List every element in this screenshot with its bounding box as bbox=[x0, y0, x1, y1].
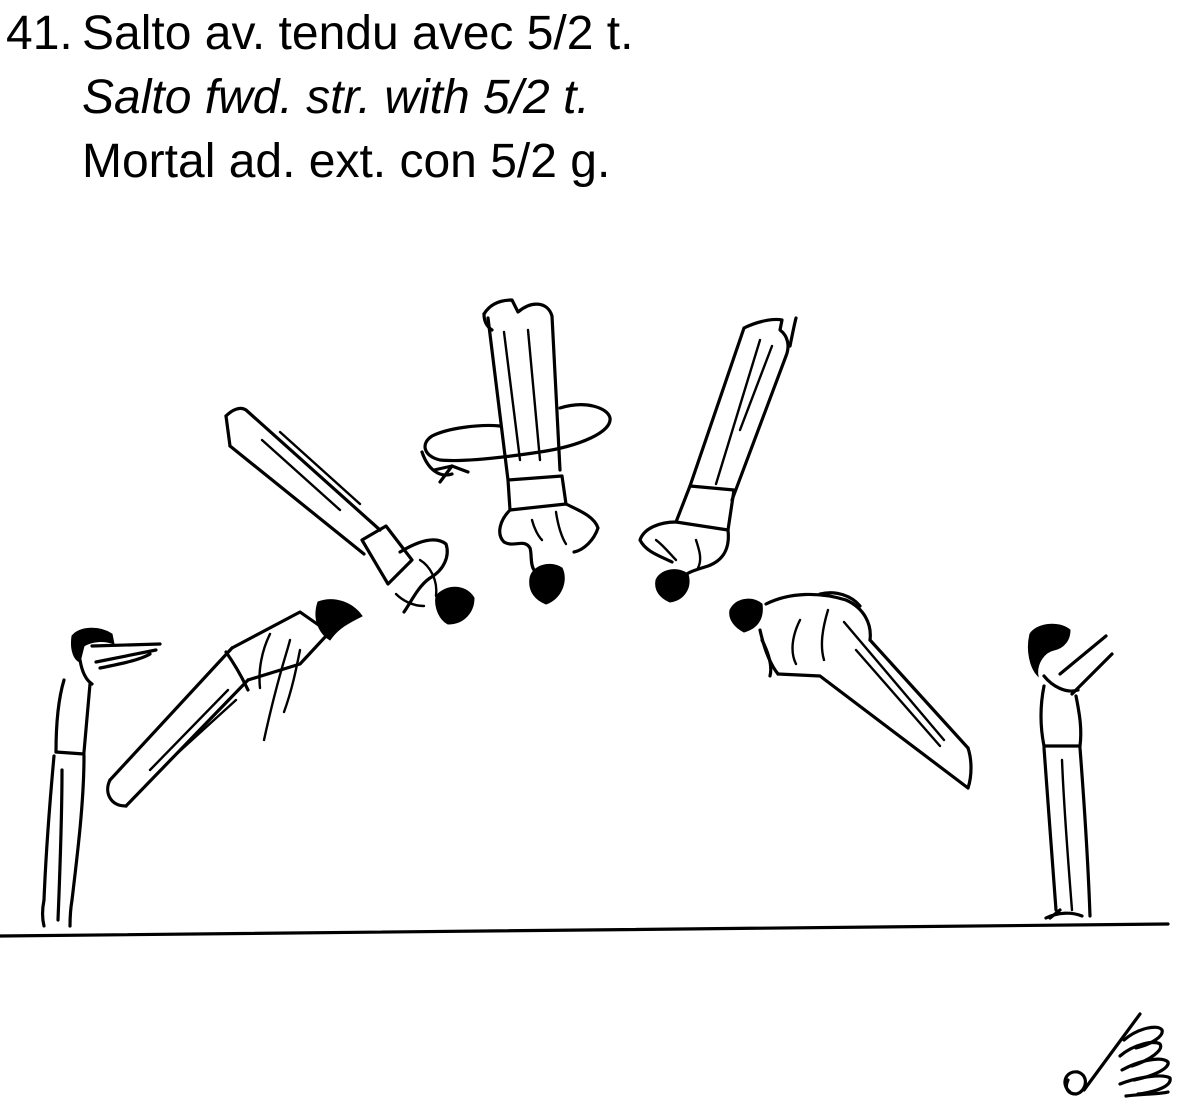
figure-landing bbox=[1027, 623, 1114, 920]
figure-rising-layout bbox=[106, 599, 363, 808]
floor-line bbox=[0, 922, 1170, 938]
element-name-spanish: Mortal ad. ext. con 5/2 g. bbox=[82, 135, 611, 188]
rotation-arrow-icon bbox=[423, 403, 612, 463]
element-heading: 41. Salto av. tendu avec 5/2 t. Salto fwd… bbox=[6, 2, 633, 194]
figure-handstand-twist bbox=[420, 298, 612, 605]
figure-inverted-right bbox=[638, 316, 798, 603]
title-french-line: 41. Salto av. tendu avec 5/2 t. bbox=[6, 2, 633, 66]
element-name-english: Salto fwd. str. with 5/2 t. bbox=[82, 71, 590, 124]
twist-symbol-icon bbox=[1063, 1012, 1172, 1098]
figure-descending-layout bbox=[729, 591, 973, 790]
figure-inverted-left bbox=[224, 406, 475, 625]
element-number: 41. bbox=[6, 7, 73, 60]
figure-takeoff bbox=[40, 627, 162, 928]
element-name-french: Salto av. tendu avec 5/2 t. bbox=[82, 7, 634, 60]
